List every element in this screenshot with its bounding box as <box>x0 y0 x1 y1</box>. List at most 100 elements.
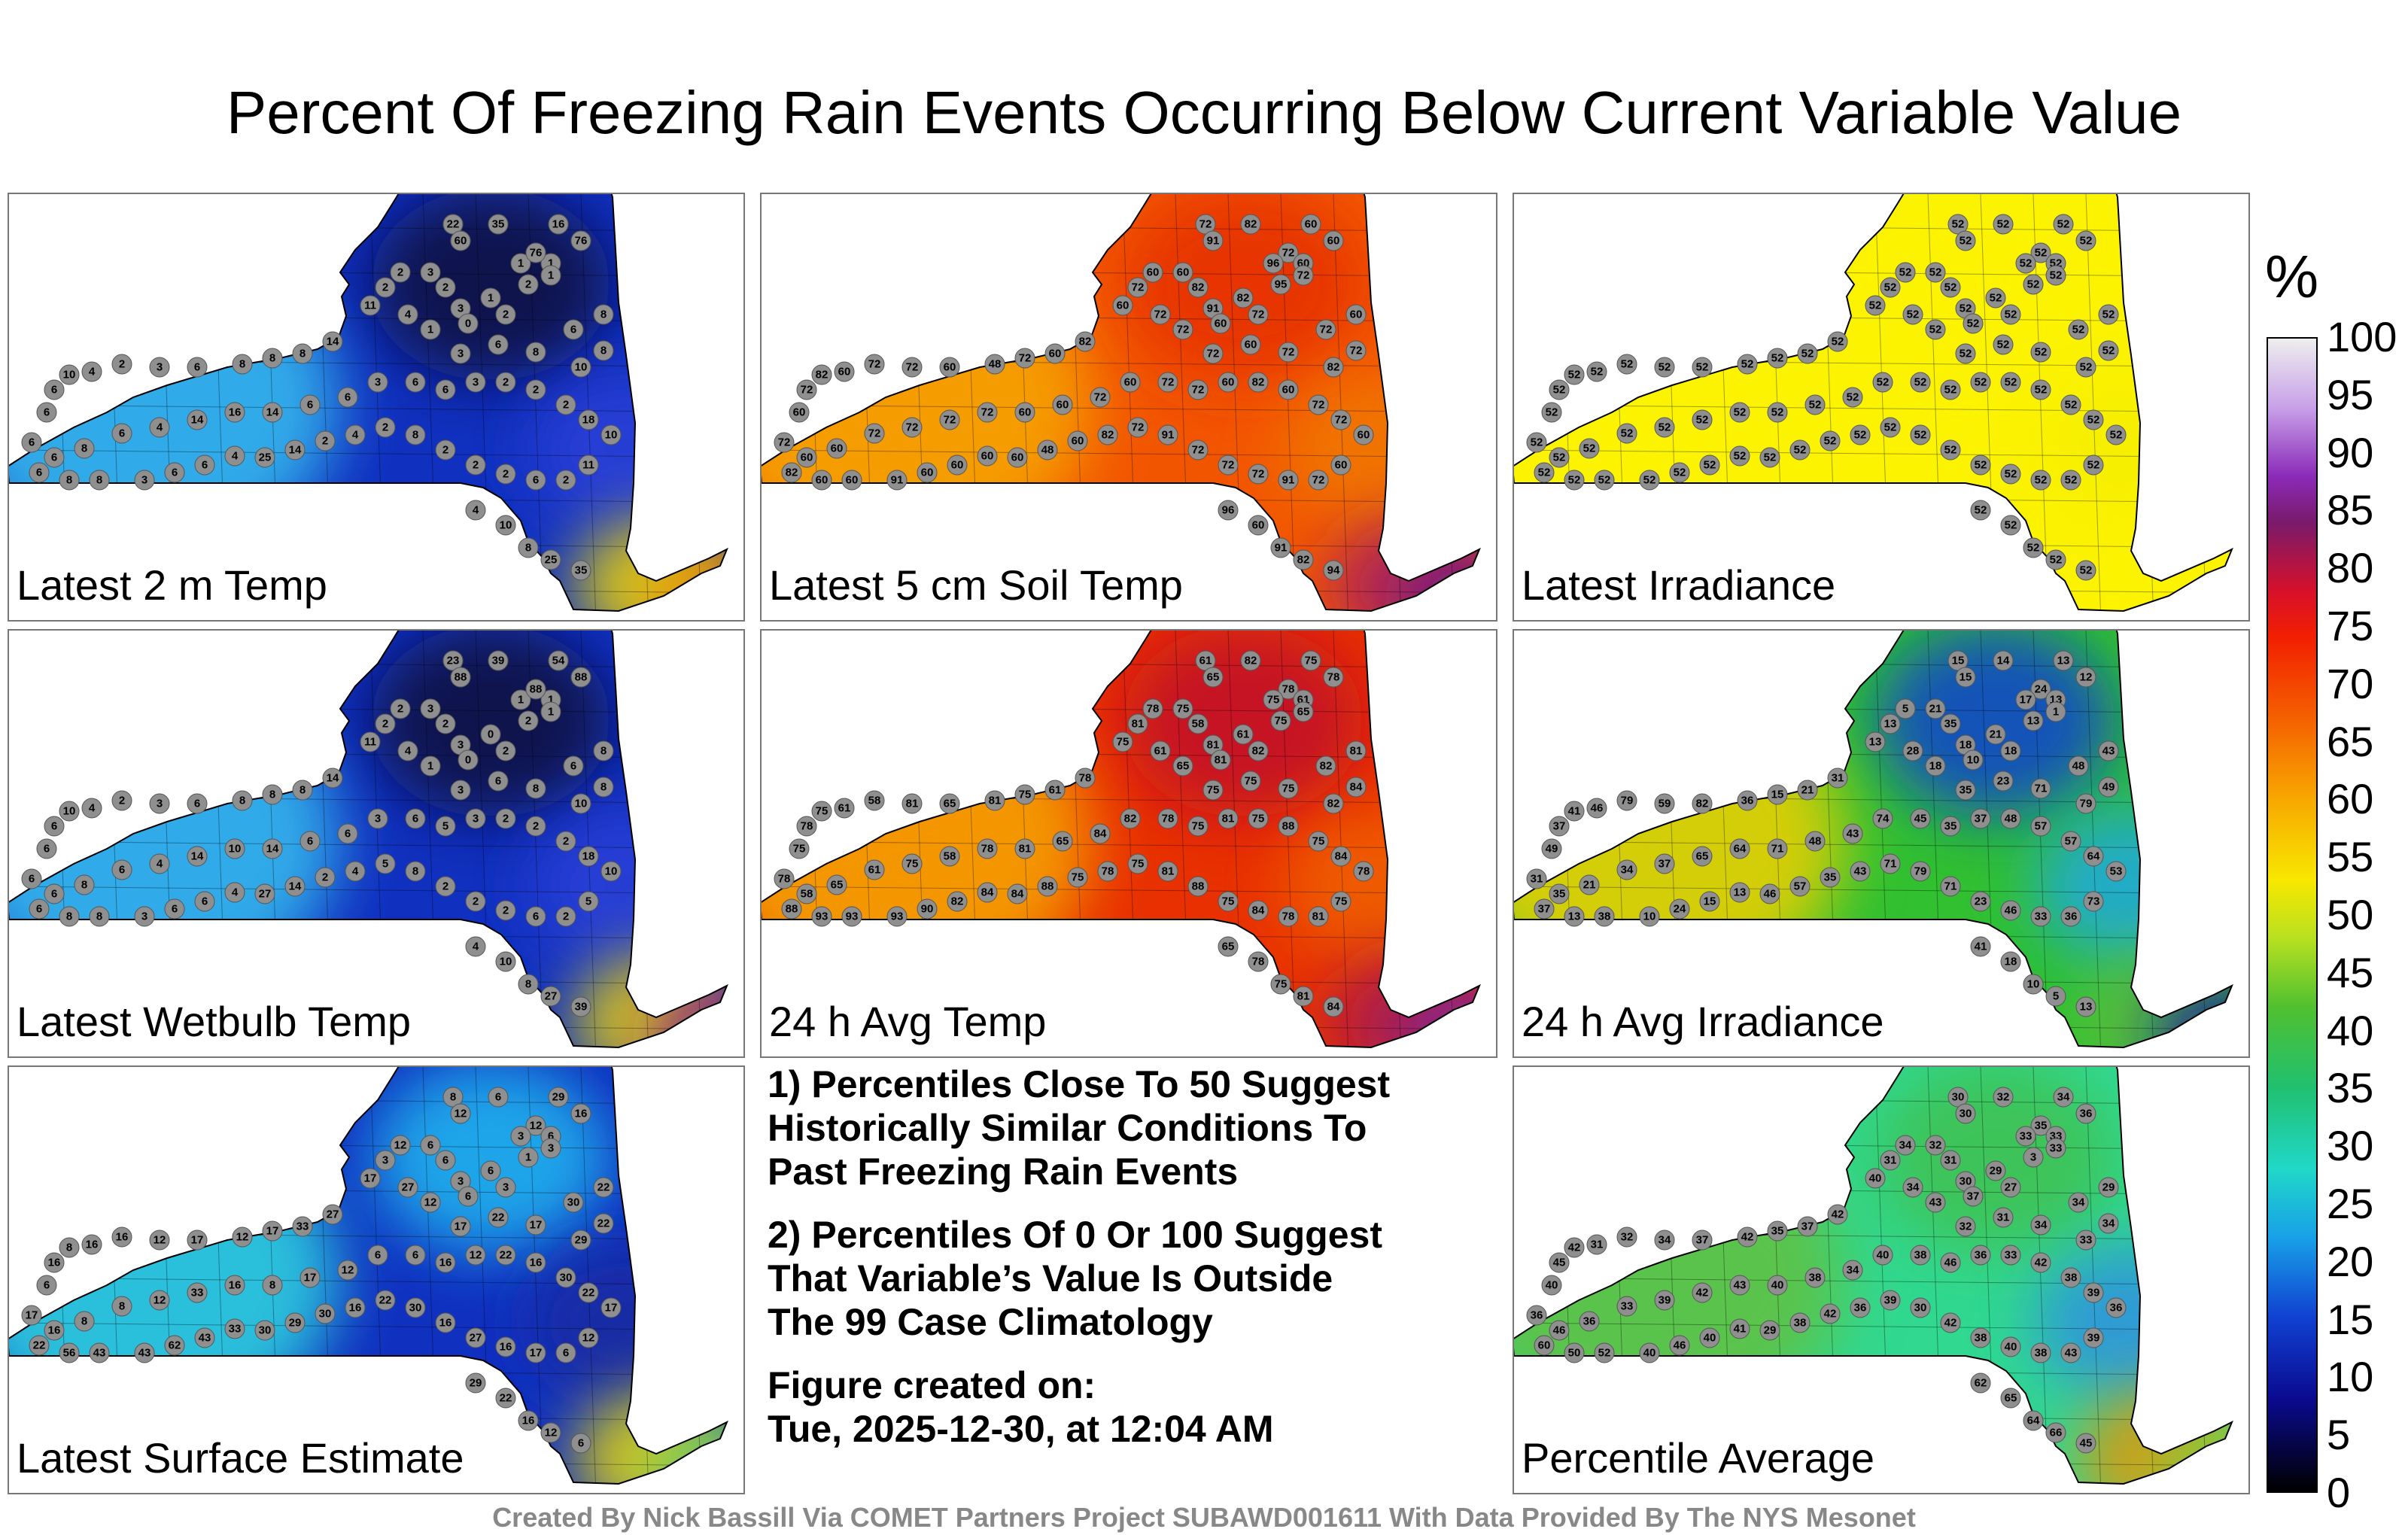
station-value: 12 <box>236 1231 249 1244</box>
station-value: 60 <box>1049 348 1062 360</box>
station-dot <box>563 319 584 340</box>
station-value: 14 <box>327 772 339 785</box>
station-value: 72 <box>1297 269 1310 282</box>
station-marker: 43 <box>1850 861 1871 882</box>
station-dot <box>1248 900 1269 921</box>
station-value: 52 <box>1960 235 1972 248</box>
station-value: 52 <box>1659 421 1671 434</box>
station-marker: 58 <box>864 790 885 811</box>
station-dot <box>435 876 456 897</box>
station-dot <box>1820 867 1841 888</box>
station-value: 37 <box>1975 813 1987 825</box>
field-blob <box>762 248 1093 561</box>
station-marker: 4 <box>224 445 245 467</box>
station-marker: 33 <box>2000 1245 2021 1266</box>
station-marker: 16 <box>224 1275 245 1296</box>
station-dot <box>518 1147 539 1168</box>
field-blob <box>528 372 724 528</box>
station-value: 30 <box>259 1324 272 1337</box>
station-dot <box>164 898 185 919</box>
station-marker: 52 <box>1586 361 1607 382</box>
station-marker: 2 <box>495 900 516 921</box>
station-dot <box>315 867 336 888</box>
station-value: 72 <box>1320 324 1333 336</box>
station-value: 42 <box>1741 1231 1754 1244</box>
station-dot <box>1202 343 1224 364</box>
station-dot <box>435 277 456 298</box>
station-marker: 52 <box>2030 342 2051 363</box>
station-marker: 42 <box>1692 1282 1713 1303</box>
station-dot <box>2053 1087 2074 1108</box>
station-marker: 52 <box>1541 402 1562 423</box>
station-value: 40 <box>1877 1249 1890 1262</box>
station-marker: 33 <box>1616 1296 1637 1317</box>
station-dot <box>1654 793 1675 814</box>
station-value: 65 <box>1057 835 1069 848</box>
station-value: 4 <box>89 802 96 815</box>
station-value: 72 <box>1132 281 1145 294</box>
station-value: 60 <box>921 467 934 479</box>
station-dot <box>149 417 170 438</box>
station-dot <box>901 853 923 874</box>
station-dot <box>1616 423 1637 444</box>
station-dot <box>1052 394 1073 415</box>
station-dot <box>781 898 802 919</box>
station-value: 52 <box>2035 384 2048 397</box>
station-marker: 38 <box>1594 906 1615 927</box>
station-dot <box>1044 780 1066 801</box>
station-dot <box>111 1226 132 1248</box>
station-value: 6 <box>533 474 539 487</box>
station-value: 6 <box>119 864 125 877</box>
station-value: 52 <box>1997 218 2010 231</box>
station-dot <box>826 874 847 895</box>
station-marker: 75 <box>1067 867 1088 888</box>
station-dot <box>2075 560 2096 581</box>
station-marker: 52 <box>1940 439 1961 460</box>
station-value: 52 <box>1568 369 1581 381</box>
station-marker: 6 <box>435 1150 456 1171</box>
station-marker: 48 <box>1804 831 1826 852</box>
station-dot <box>495 740 516 761</box>
station-dot <box>254 1320 275 1341</box>
station-value: 17 <box>304 1272 317 1284</box>
station-marker: 52 <box>2030 379 2051 400</box>
station-dot <box>1248 372 1269 393</box>
station-dot <box>149 1230 170 1251</box>
station-marker: 81 <box>1345 740 1367 761</box>
station-marker: 8 <box>262 348 283 369</box>
station-marker: 5 <box>435 816 456 837</box>
station-value: 65 <box>1207 671 1220 684</box>
station-marker: 6 <box>299 831 321 852</box>
station-marker: 17 <box>525 1214 546 1236</box>
station-dot <box>435 713 456 734</box>
station-dot <box>525 778 546 799</box>
station-value: 16 <box>86 1239 99 1251</box>
station-marker: 6 <box>458 1186 479 1207</box>
station-marker: 75 <box>1127 853 1148 874</box>
station-marker: 10 <box>224 838 245 859</box>
station-value: 72 <box>1282 346 1295 359</box>
station-dot <box>540 701 561 722</box>
station-dot <box>1014 348 1035 369</box>
station-dot <box>2023 1147 2044 1168</box>
station-value: 0 <box>465 318 471 330</box>
station-dot <box>450 780 471 801</box>
station-marker: 52 <box>1616 423 1637 444</box>
station-value: 52 <box>1696 414 1709 427</box>
station-value: 12 <box>470 1249 482 1262</box>
station-dot <box>1940 816 1961 837</box>
station-marker: 57 <box>1789 876 1811 897</box>
station-marker: 12 <box>337 1260 358 1281</box>
station-value: 12 <box>582 1332 595 1345</box>
station-value: 6 <box>51 451 57 464</box>
station-dot <box>194 454 215 476</box>
station-marker: 78 <box>1157 808 1178 829</box>
station-dot <box>262 1220 283 1242</box>
colorbar-tick-label: 80 <box>2327 544 2374 592</box>
station-marker: 61 <box>1233 724 1254 745</box>
station-marker: 2 <box>495 372 516 393</box>
county-line <box>1280 631 1297 1047</box>
station-dot <box>111 423 132 444</box>
station-marker: 52 <box>1940 379 1961 400</box>
